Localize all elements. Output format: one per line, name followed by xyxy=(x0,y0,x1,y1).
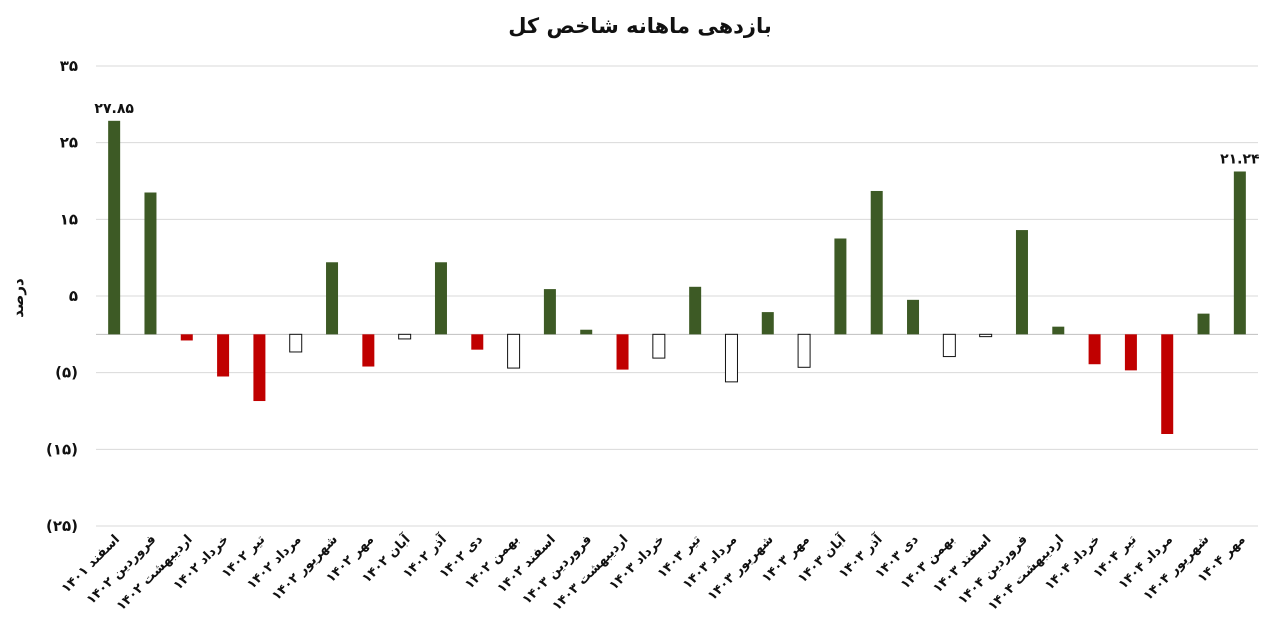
bar xyxy=(1088,334,1101,365)
bar xyxy=(870,190,883,335)
bar xyxy=(1233,171,1246,335)
bar xyxy=(289,333,303,353)
data-label: ۲۱.۲۴ xyxy=(1220,151,1260,167)
y-tick-label: ۵ xyxy=(69,287,78,305)
bar xyxy=(834,238,847,335)
y-tick-label: (۱۵) xyxy=(46,440,78,458)
y-tick-label: ۲۵ xyxy=(60,134,78,152)
bar xyxy=(797,333,811,368)
y-tick-label: (۵) xyxy=(55,364,78,382)
bar xyxy=(761,312,774,335)
bar xyxy=(471,334,484,350)
bar xyxy=(326,262,339,335)
bar xyxy=(979,333,993,338)
bar xyxy=(942,333,956,358)
bar xyxy=(180,334,193,341)
data-label: ۲۷.۸۵ xyxy=(94,101,134,117)
bar xyxy=(652,333,666,359)
bar xyxy=(580,329,593,335)
y-tick-label: (۲۵) xyxy=(46,517,78,535)
bar xyxy=(398,333,412,340)
bar xyxy=(253,334,266,402)
bar xyxy=(616,334,629,370)
bar xyxy=(1161,334,1174,434)
bar xyxy=(434,262,447,335)
bar xyxy=(1052,326,1065,335)
bar xyxy=(507,333,521,369)
chart-title: بازدهی ماهانه شاخص کل xyxy=(508,14,772,38)
bar xyxy=(362,334,375,367)
bar xyxy=(1124,334,1137,371)
y-tick-label: ۳۵ xyxy=(60,57,78,75)
bar xyxy=(1015,230,1028,335)
bar xyxy=(907,299,920,335)
bar xyxy=(108,120,121,335)
bar xyxy=(724,333,738,383)
bar xyxy=(144,192,157,335)
bar xyxy=(543,289,556,335)
bar xyxy=(689,286,702,335)
bar xyxy=(217,334,230,377)
y-tick-label: ۱۵ xyxy=(60,210,78,228)
bar xyxy=(1197,313,1210,335)
